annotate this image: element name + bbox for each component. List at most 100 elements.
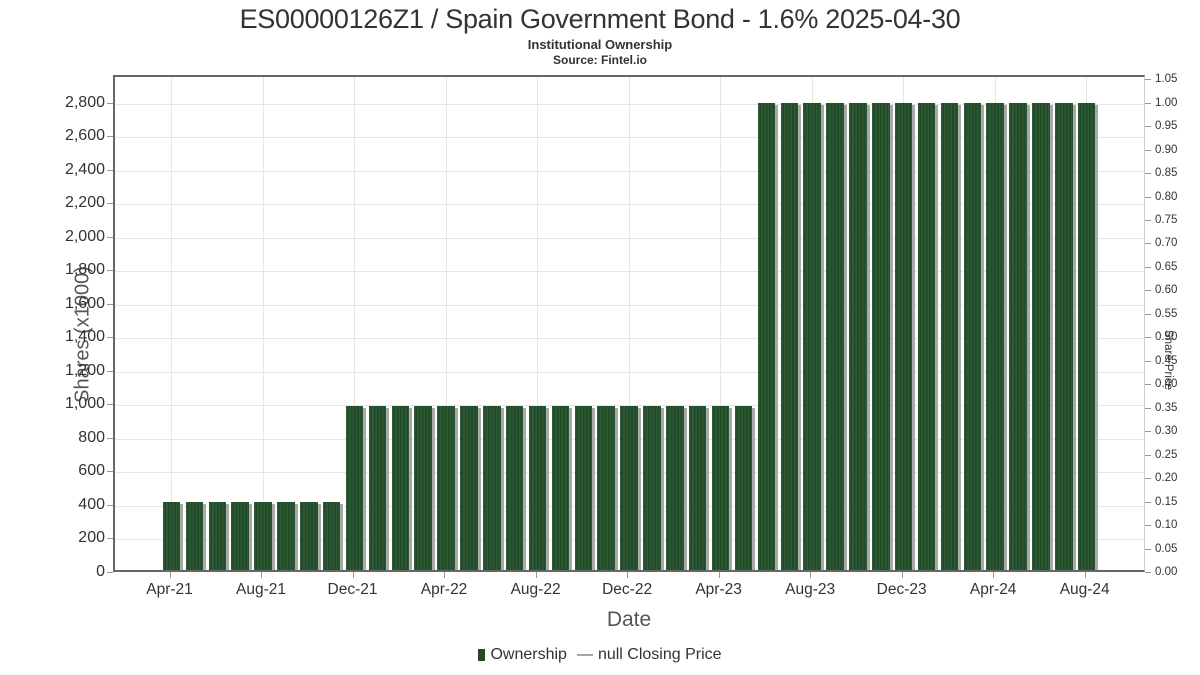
x-axis-tick	[993, 572, 995, 578]
ownership-bar-Jun-23[interactable]	[757, 102, 776, 570]
y-axis-tick-right	[1145, 337, 1151, 339]
ownership-bar-Jun-21[interactable]	[208, 501, 226, 570]
y-axis-tick-right	[1145, 525, 1151, 527]
vertical-gridline	[354, 77, 356, 570]
y-axis-tick-right	[1145, 196, 1151, 198]
ownership-bar-Jan-23[interactable]	[643, 405, 661, 570]
y-axis-tick-right	[1145, 173, 1151, 175]
x-axis-label: Dec-23	[876, 581, 927, 598]
y-axis-label-right: 0.35	[1155, 401, 1178, 414]
y-axis-label-right: 0.80	[1155, 190, 1178, 203]
ownership-bar-May-21[interactable]	[185, 501, 204, 570]
vertical-gridline	[720, 77, 722, 570]
x-axis-label: Aug-23	[785, 581, 836, 598]
ownership-bar-Apr-22[interactable]	[437, 405, 455, 570]
x-axis-tick	[352, 572, 354, 578]
x-axis-label: Dec-21	[327, 581, 378, 598]
vertical-gridline	[628, 77, 630, 570]
y-axis-tick-right	[1145, 454, 1151, 456]
y-axis-tick-right	[1145, 384, 1151, 386]
y-axis-tick-left	[107, 337, 113, 339]
ownership-bar-Jun-24[interactable]	[1032, 102, 1050, 570]
ownership-bar-Nov-21[interactable]	[322, 501, 341, 570]
ownership-bar-Sep-23[interactable]	[826, 102, 844, 570]
y-axis-label-left: 1,600	[64, 294, 105, 312]
ownership-bar-Aug-23[interactable]	[803, 102, 821, 570]
y-axis-label-right: 1.00	[1155, 96, 1178, 109]
ownership-bar-Mar-23[interactable]	[688, 405, 707, 570]
ownership-bar-Dec-22[interactable]	[620, 405, 638, 570]
y-axis-label-left: 600	[78, 462, 105, 480]
y-axis-tick-right	[1145, 360, 1151, 362]
legend-label-closing-price: null Closing Price	[597, 646, 722, 663]
y-axis-tick-right	[1145, 478, 1151, 480]
ownership-bar-Sep-22[interactable]	[551, 405, 570, 570]
x-axis-tick	[535, 572, 537, 578]
y-axis-label-right: 0.65	[1155, 260, 1178, 273]
x-axis-label: Dec-22	[602, 581, 653, 598]
ownership-bar-Mar-22[interactable]	[414, 405, 432, 570]
y-axis-label-right: 0.55	[1155, 307, 1178, 320]
y-axis-label-left: 2,800	[64, 93, 105, 111]
y-axis-label-left: 1,800	[64, 261, 105, 279]
ownership-bar-Apr-24[interactable]	[986, 102, 1004, 570]
y-axis-tick-left	[107, 203, 113, 205]
ownership-bar-Jul-22[interactable]	[505, 405, 524, 570]
ownership-bar-Oct-23[interactable]	[849, 102, 867, 570]
ownership-bar-Feb-22[interactable]	[391, 405, 410, 570]
ownership-bar-Apr-21[interactable]	[162, 501, 181, 570]
vertical-gridline	[262, 77, 264, 570]
x-axis-label: Apr-21	[146, 581, 193, 598]
y-axis-label-left: 2,600	[64, 127, 105, 145]
y-axis-tick-right	[1145, 149, 1151, 151]
y-axis-tick-left	[107, 538, 113, 540]
y-axis-tick-left	[107, 136, 113, 138]
ownership-bar-Jul-23[interactable]	[780, 102, 798, 570]
ownership-bar-Nov-23[interactable]	[872, 102, 890, 570]
ownership-bar-Nov-22[interactable]	[597, 405, 615, 570]
ownership-bar-Jan-24[interactable]	[917, 102, 936, 570]
x-axis-label: Aug-21	[236, 581, 286, 598]
y-axis-label-left: 2,400	[64, 160, 105, 178]
y-axis-label-right: 0.60	[1155, 284, 1178, 297]
y-axis-label-right: 0.50	[1155, 331, 1178, 344]
ownership-bar-May-23[interactable]	[734, 405, 753, 570]
ownership-bar-Oct-21[interactable]	[300, 501, 318, 570]
ownership-bar-Feb-24[interactable]	[940, 102, 959, 570]
y-axis-tick-right	[1145, 266, 1151, 268]
y-axis-tick-left	[107, 303, 113, 305]
ownership-bar-Mar-24[interactable]	[963, 102, 982, 570]
ownership-bar-Jan-22[interactable]	[368, 405, 387, 570]
x-axis-tick	[810, 572, 812, 578]
ownership-bar-Oct-22[interactable]	[574, 405, 593, 570]
ownership-bar-Aug-24[interactable]	[1077, 102, 1096, 570]
ownership-bar-Jul-24[interactable]	[1055, 102, 1073, 570]
ownership-bar-Aug-21[interactable]	[254, 501, 272, 570]
ownership-bar-Jun-22[interactable]	[483, 405, 501, 570]
ownership-bar-May-22[interactable]	[460, 405, 478, 570]
ownership-bar-Sep-21[interactable]	[277, 501, 295, 570]
ownership-series-marker-icon	[478, 649, 486, 661]
y-axis-tick-right	[1145, 290, 1151, 292]
ownership-bar-Jul-21[interactable]	[231, 501, 249, 570]
legend-item-closing-price[interactable]: — null Closing Price	[577, 646, 722, 664]
x-axis-label: Aug-22	[510, 581, 561, 598]
ownership-bar-Apr-23[interactable]	[711, 405, 730, 570]
x-axis-tick	[718, 572, 720, 578]
vertical-gridline	[445, 77, 447, 570]
legend-item-ownership[interactable]: Ownership	[478, 646, 567, 664]
ownership-bar-Aug-22[interactable]	[528, 405, 547, 570]
chart-subtitle: Institutional Ownership	[527, 37, 673, 52]
y-axis-tick-right	[1145, 219, 1151, 221]
ownership-bar-Feb-23[interactable]	[666, 405, 684, 570]
y-axis-tick-left	[107, 504, 113, 506]
y-axis-label-left: 0	[96, 563, 105, 580]
ownership-bar-Dec-23[interactable]	[894, 102, 913, 570]
y-axis-label-right: 0.10	[1155, 519, 1178, 532]
y-axis-tick-left	[107, 270, 113, 272]
y-axis-label-right: 0.00	[1155, 566, 1178, 578]
ownership-bar-May-24[interactable]	[1009, 102, 1027, 570]
y-axis-label-right: 0.30	[1155, 425, 1178, 438]
ownership-bar-Dec-21[interactable]	[345, 405, 364, 570]
